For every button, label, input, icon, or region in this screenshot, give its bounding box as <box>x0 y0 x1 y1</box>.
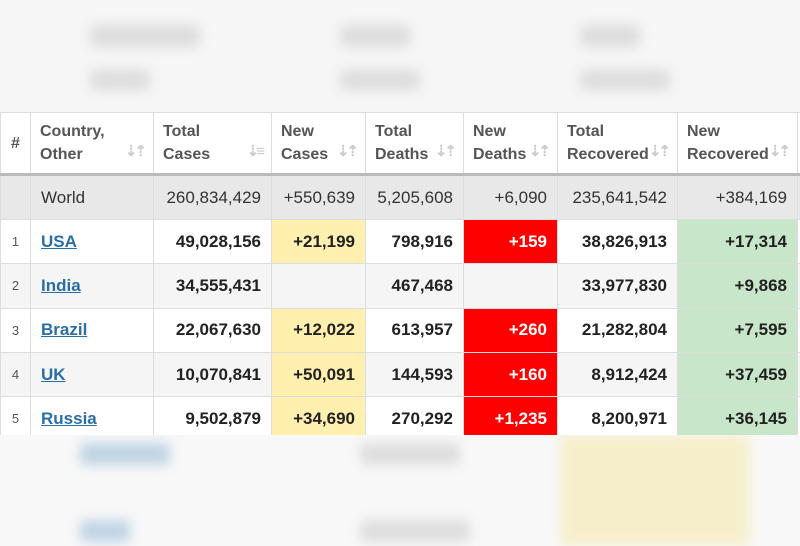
column-header-total-cases[interactable]: Total Cases ⇣≡ <box>153 112 272 176</box>
world-label: World <box>30 174 154 220</box>
header-label-line2: Recovered <box>567 146 649 163</box>
new-deaths: +159 <box>463 218 558 265</box>
sort-icon[interactable]: ⇣⇡ <box>124 143 147 160</box>
table-row: 5 Russia 9,502,879 +34,690 270,292 +1,23… <box>0 396 800 442</box>
header-label-line1: New <box>281 123 314 140</box>
new-recovered: +17,314 <box>677 218 798 265</box>
new-recovered: +36,145 <box>677 396 798 442</box>
world-new-cases: +550,639 <box>271 174 366 220</box>
total-deaths: 144,593 <box>365 351 464 398</box>
table-row: 1 USA 49,028,156 +21,199 798,916 +159 38… <box>0 218 800 265</box>
new-recovered: +7,595 <box>677 307 798 353</box>
table-row: 4 UK 10,070,841 +50,091 144,593 +160 8,9… <box>0 351 800 398</box>
sort-icon[interactable]: ⇣⇡ <box>434 143 457 160</box>
header-label-line2: Other <box>40 146 83 163</box>
total-deaths: 798,916 <box>365 218 464 265</box>
world-new-recovered: +384,169 <box>677 174 798 220</box>
header-label: # <box>11 134 20 152</box>
new-cases: +21,199 <box>271 218 366 265</box>
blurred-header-area <box>0 0 800 112</box>
new-deaths <box>463 263 558 309</box>
new-cases: +50,091 <box>271 351 366 398</box>
rank: 2 <box>0 263 31 309</box>
header-label-line1: Total <box>163 123 201 140</box>
header-label-line2: Deaths <box>473 146 527 163</box>
sort-icon[interactable]: ⇣⇡ <box>336 143 359 160</box>
total-deaths: 613,957 <box>365 307 464 353</box>
new-deaths: +260 <box>463 307 558 353</box>
country-link[interactable]: India <box>41 275 81 295</box>
header-label-line2: Cases <box>163 146 211 163</box>
total-deaths: 270,292 <box>365 396 464 442</box>
blurred-rows-area <box>0 435 800 546</box>
sort-icon[interactable]: ⇣⇡ <box>648 143 671 160</box>
new-cases: +12,022 <box>271 307 366 353</box>
header-label-line1: Total <box>375 123 413 140</box>
sort-icon[interactable]: ⇣⇡ <box>768 143 791 160</box>
new-cases <box>271 263 366 309</box>
header-label-line1: Country, <box>40 123 105 140</box>
total-recovered: 8,912,424 <box>557 351 678 398</box>
table-row: 2 India 34,555,431 467,468 33,977,830 +9… <box>0 263 800 309</box>
world-new-deaths: +6,090 <box>463 174 558 220</box>
country-link[interactable]: Brazil <box>41 320 88 340</box>
column-header-total-deaths[interactable]: Total Deaths ⇣⇡ <box>365 112 464 176</box>
header-label-line2: Recovered <box>687 146 769 163</box>
total-deaths: 467,468 <box>365 263 464 309</box>
column-header-total-recovered[interactable]: Total Recovered ⇣⇡ <box>557 112 678 176</box>
rank: 5 <box>0 396 31 442</box>
column-header-new-deaths[interactable]: New Deaths ⇣⇡ <box>463 112 558 176</box>
column-header-country[interactable]: Country, Other ⇣⇡ <box>30 112 154 176</box>
world-row: World 260,834,429 +550,639 5,205,608 +6,… <box>0 174 800 220</box>
new-recovered: +9,868 <box>677 263 798 309</box>
world-total-cases: 260,834,429 <box>153 174 272 220</box>
total-recovered: 21,282,804 <box>557 307 678 353</box>
country-link[interactable]: USA <box>41 231 77 251</box>
total-cases: 34,555,431 <box>153 263 272 309</box>
total-cases: 10,070,841 <box>153 351 272 398</box>
column-header-rank[interactable]: # <box>0 112 31 176</box>
total-recovered: 33,977,830 <box>557 263 678 309</box>
header-label-line2: Cases <box>281 146 329 163</box>
rank: 1 <box>0 218 31 265</box>
world-total-deaths: 5,205,608 <box>365 174 464 220</box>
rank: 3 <box>0 307 31 353</box>
sort-icon[interactable]: ⇣≡ <box>246 143 265 160</box>
country-link[interactable]: UK <box>41 364 66 384</box>
covid-stats-table: # Country, Other ⇣⇡ Total Cases ⇣≡ New Cases ⇣⇡ To… <box>0 112 800 442</box>
header-label-line2: Deaths <box>375 146 429 163</box>
country-link[interactable]: Russia <box>41 408 97 428</box>
new-deaths: +160 <box>463 351 558 398</box>
header-label-line1: New <box>473 123 506 140</box>
total-recovered: 38,826,913 <box>557 218 678 265</box>
header-label-line1: Total <box>567 123 605 140</box>
total-cases: 22,067,630 <box>153 307 272 353</box>
new-recovered: +37,459 <box>677 351 798 398</box>
table-row: 3 Brazil 22,067,630 +12,022 613,957 +260… <box>0 307 800 353</box>
column-header-new-recovered[interactable]: New Recovered ⇣⇡ <box>677 112 798 176</box>
new-deaths: +1,235 <box>463 396 558 442</box>
world-total-recovered: 235,641,542 <box>557 174 678 220</box>
rank: 4 <box>0 351 31 398</box>
header-row: # Country, Other ⇣⇡ Total Cases ⇣≡ New Cases ⇣⇡ To… <box>0 112 800 176</box>
new-cases: +34,690 <box>271 396 366 442</box>
total-cases: 9,502,879 <box>153 396 272 442</box>
total-cases: 49,028,156 <box>153 218 272 265</box>
header-label-line1: New <box>687 123 720 140</box>
column-header-new-cases[interactable]: New Cases ⇣⇡ <box>271 112 366 176</box>
sort-icon[interactable]: ⇣⇡ <box>528 143 551 160</box>
